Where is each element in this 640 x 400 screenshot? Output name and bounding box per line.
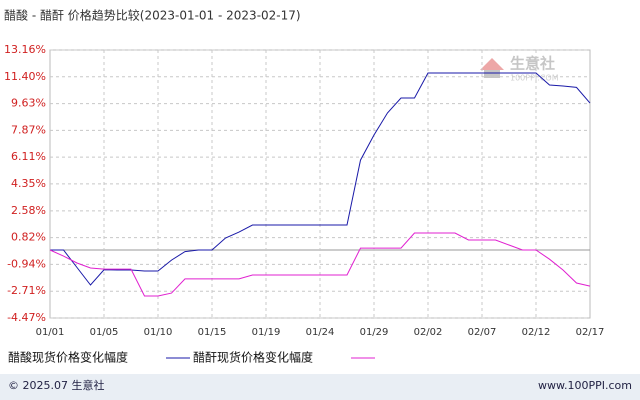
x-tick-label: 01/24 [306, 327, 335, 338]
y-tick-label: -4.47% [7, 311, 46, 324]
series-line [50, 72, 591, 286]
y-tick-label: 0.82% [11, 231, 46, 244]
y-tick-label: 2.58% [11, 204, 46, 217]
y-tick-label: 11.40% [4, 70, 46, 83]
watermark-name: 生意社 [510, 55, 555, 73]
watermark-url: 100PPI.COM [510, 74, 559, 83]
watermark: 生意社 100PPI.COM [480, 55, 559, 83]
x-tick-label: 02/17 [576, 327, 605, 338]
x-tick-label: 01/01 [36, 327, 65, 338]
footer-copyright: © 2025.07 生意社 [8, 378, 104, 392]
x-tick-label: 01/15 [198, 327, 227, 338]
x-tick-label: 01/10 [144, 327, 173, 338]
x-tick-label: 02/07 [468, 327, 497, 338]
watermark-logo [484, 70, 500, 78]
series-line [49, 232, 591, 297]
x-tick-label: 02/02 [414, 327, 443, 338]
y-tick-label: 7.87% [11, 123, 46, 136]
y-tick-label: -0.94% [7, 257, 46, 270]
chart-title: 醋酸 - 醋酐 价格趋势比较(2023-01-01 - 2023-02-17) [4, 8, 301, 23]
y-tick-label: -2.71% [7, 284, 46, 297]
x-tick-label: 01/19 [252, 327, 281, 338]
legend-label: 醋酐现货价格变化幅度 [193, 350, 313, 365]
legend-label: 醋酸现货价格变化幅度 [8, 350, 128, 365]
y-tick-label: 13.16% [4, 43, 46, 56]
y-tick-label: 4.35% [11, 177, 46, 190]
y-tick-label: 6.11% [11, 150, 46, 163]
footer-bar [0, 374, 640, 400]
y-tick-label: 9.63% [11, 97, 46, 110]
watermark-logo [480, 58, 504, 70]
footer-site: www.100PPI.com [538, 379, 632, 392]
x-tick-label: 01/05 [90, 327, 119, 338]
x-tick-label: 01/29 [360, 327, 389, 338]
x-tick-label: 02/12 [522, 327, 551, 338]
